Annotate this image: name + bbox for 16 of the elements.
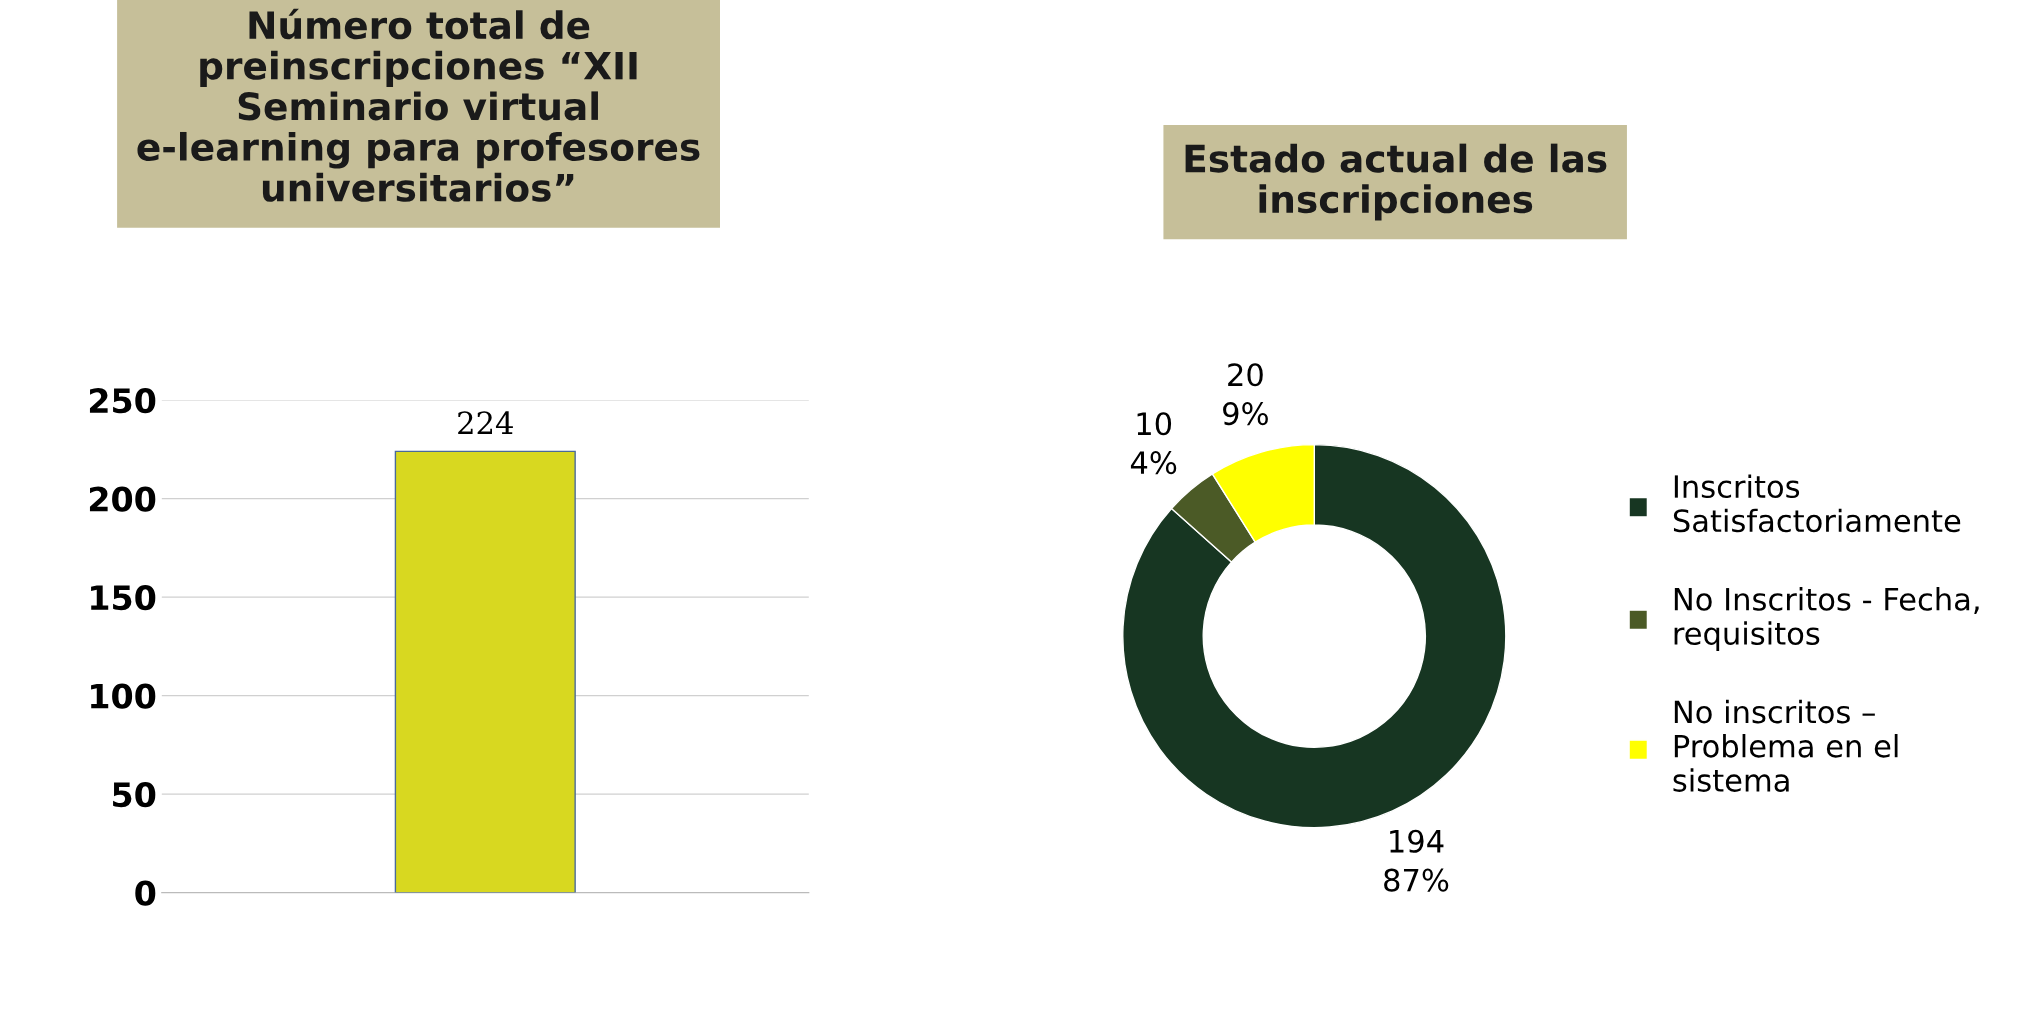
y-tick-label: 0: [135, 880, 156, 906]
data-label: 194 87%: [1384, 829, 1449, 892]
legend-label: No Inscritos - Fecha, requisitos: [1674, 587, 1979, 651]
y-tick-label: 250: [89, 388, 156, 414]
chart-title: Número total de preinscripciones “XII Seminario virtual e-learning para profesores universitarios”: [137, 8, 700, 202]
y-tick-label: 50: [113, 782, 156, 808]
y-tick-label: 200: [89, 486, 156, 512]
y-tick-label: 150: [91, 585, 156, 611]
y-tick-label: 100: [91, 683, 156, 709]
data-label: 10 4%: [1130, 412, 1177, 475]
legend-label: Inscritos Satisfactoriamente: [1673, 474, 1961, 533]
donut-slice: [1122, 443, 1507, 829]
chart-title: Estado actual de las inscripciones: [1185, 143, 1607, 221]
legend-label: No inscritos – Problema en el sistema: [1673, 699, 1898, 792]
data-label: 20 9%: [1223, 363, 1268, 426]
data-label: 224: [458, 411, 513, 434]
